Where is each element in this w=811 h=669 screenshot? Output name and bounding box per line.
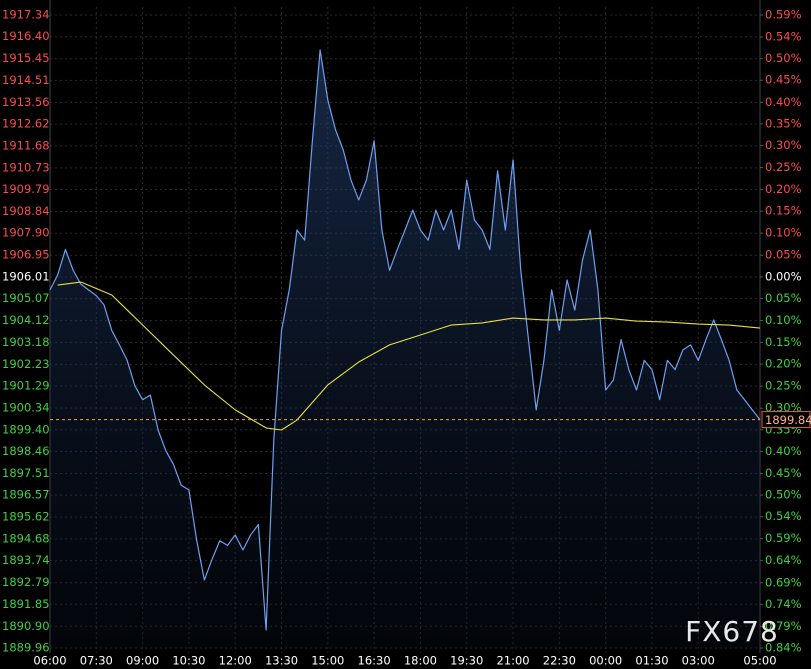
y2-tick-label: 0.10% — [765, 226, 802, 240]
y2-tick-label: 0.05% — [765, 248, 802, 262]
x-tick-label: 16:30 — [358, 654, 391, 668]
y-tick-label: 1907.90 — [2, 226, 50, 240]
price-line — [57, 281, 761, 431]
y-tick-label: 1910.73 — [2, 160, 50, 174]
y-tick-label: 1893.74 — [2, 553, 50, 567]
y-tick-label: 1897.51 — [2, 466, 50, 480]
price-tag — [761, 411, 811, 429]
y2-tick-label: 0.30% — [765, 138, 802, 152]
x-tick-label: 18:00 — [404, 654, 437, 668]
x-tick-label: 13:30 — [265, 654, 298, 668]
x-tick-label: 01:30 — [635, 654, 668, 668]
y-tick-label: 1917.34 — [2, 8, 50, 22]
watermark: FX678 — [685, 615, 779, 648]
x-tick-label: 05:00 — [743, 654, 776, 668]
x-tick-label: 19:30 — [450, 654, 483, 668]
y-tick-label: 1908.84 — [2, 204, 50, 218]
y2-tick-label: 0.69% — [765, 575, 802, 589]
y-tick-label: 1903.18 — [2, 335, 50, 349]
y-tick-label: 1916.40 — [2, 29, 50, 43]
x-tick-label: 00:00 — [589, 654, 622, 668]
y-tick-label: 1906.95 — [2, 248, 50, 262]
y-tick-label: 1889.96 — [2, 641, 50, 655]
price-line — [49, 49, 761, 631]
y-tick-label: 1911.68 — [2, 138, 50, 152]
y-tick-label: 1912.62 — [2, 117, 50, 131]
y2-tick-label: 0.20% — [765, 357, 802, 371]
x-tick-label: 07:30 — [80, 654, 113, 668]
y-tick-label: 1905.07 — [2, 291, 50, 305]
y2-tick-label: 0.64% — [765, 553, 802, 567]
x-tick-label: 22:30 — [543, 654, 576, 668]
y2-tick-label: 0.20% — [765, 182, 802, 196]
y-tick-label: 1895.62 — [2, 510, 50, 524]
x-tick-label: 12:00 — [219, 654, 252, 668]
y2-tick-label: 0.54% — [765, 30, 802, 44]
y2-tick-label: 0.25% — [765, 160, 802, 174]
y-tick-label: 1894.68 — [2, 531, 50, 545]
x-tick-label: 10:30 — [172, 654, 205, 668]
y-tick-label: 1892.79 — [2, 575, 50, 589]
x-tick-label: 21:00 — [496, 654, 529, 668]
y2-tick-label: 0.15% — [765, 335, 802, 349]
y-tick-label: 1906.01 — [2, 269, 50, 283]
y-tick-label: 1898.46 — [2, 444, 50, 458]
y2-tick-label: 0.59% — [765, 8, 802, 22]
y2-tick-label: 0.50% — [765, 488, 802, 502]
y2-tick-label: 0.35% — [765, 116, 802, 130]
x-tick-label: 15:00 — [311, 654, 344, 668]
y-tick-label: 1914.51 — [2, 73, 50, 87]
y-tick-label: 1902.23 — [2, 357, 50, 371]
plot-layer — [49, 49, 761, 649]
y2-tick-label: 0.79% — [765, 619, 802, 633]
y2-tick-label: 0.10% — [765, 313, 802, 327]
y2-tick-label: 0.50% — [765, 51, 802, 65]
y-tick-label: 1904.12 — [2, 313, 50, 327]
y2-tick-label: 0.45% — [765, 73, 802, 87]
price-area — [50, 49, 760, 649]
y-tick-label: 1899.40 — [2, 422, 50, 436]
y2-tick-label: 0.15% — [765, 204, 802, 218]
x-tick-label: 03:00 — [682, 654, 715, 668]
y-tick-label: 1896.57 — [2, 488, 50, 502]
y-tick-label: 1891.85 — [2, 597, 50, 611]
x-tick-label: 06:00 — [33, 654, 66, 668]
label-layer: 1917.34 1916.40 1915.45 1914.51 1913.56 1912.… — [2, 8, 811, 668]
y2-tick-label: 0.05% — [765, 291, 802, 305]
y2-tick-label: 0.40% — [765, 444, 802, 458]
y2-tick-label: 0.45% — [765, 466, 802, 480]
y2-tick-label: 0.84% — [765, 641, 802, 655]
price-tag-label: 1899.84 — [765, 413, 811, 427]
y-tick-label: 1913.56 — [2, 95, 50, 109]
y-tick-label: 1900.34 — [2, 401, 50, 415]
y-tick-label: 1909.79 — [2, 182, 50, 196]
y2-tick-label: 0.59% — [765, 531, 802, 545]
x-tick-label: 09:00 — [126, 654, 159, 668]
y-tick-label: 1890.90 — [2, 619, 50, 633]
y2-tick-label: 0.25% — [765, 379, 802, 393]
y2-tick-label: 0.74% — [765, 597, 802, 611]
y-tick-label: 1915.45 — [2, 51, 50, 65]
y2-tick-label: 0.00% — [765, 269, 802, 283]
y2-tick-label: 0.54% — [765, 509, 802, 523]
y-tick-label: 1901.29 — [2, 379, 50, 393]
y2-tick-label: 0.40% — [765, 95, 802, 109]
